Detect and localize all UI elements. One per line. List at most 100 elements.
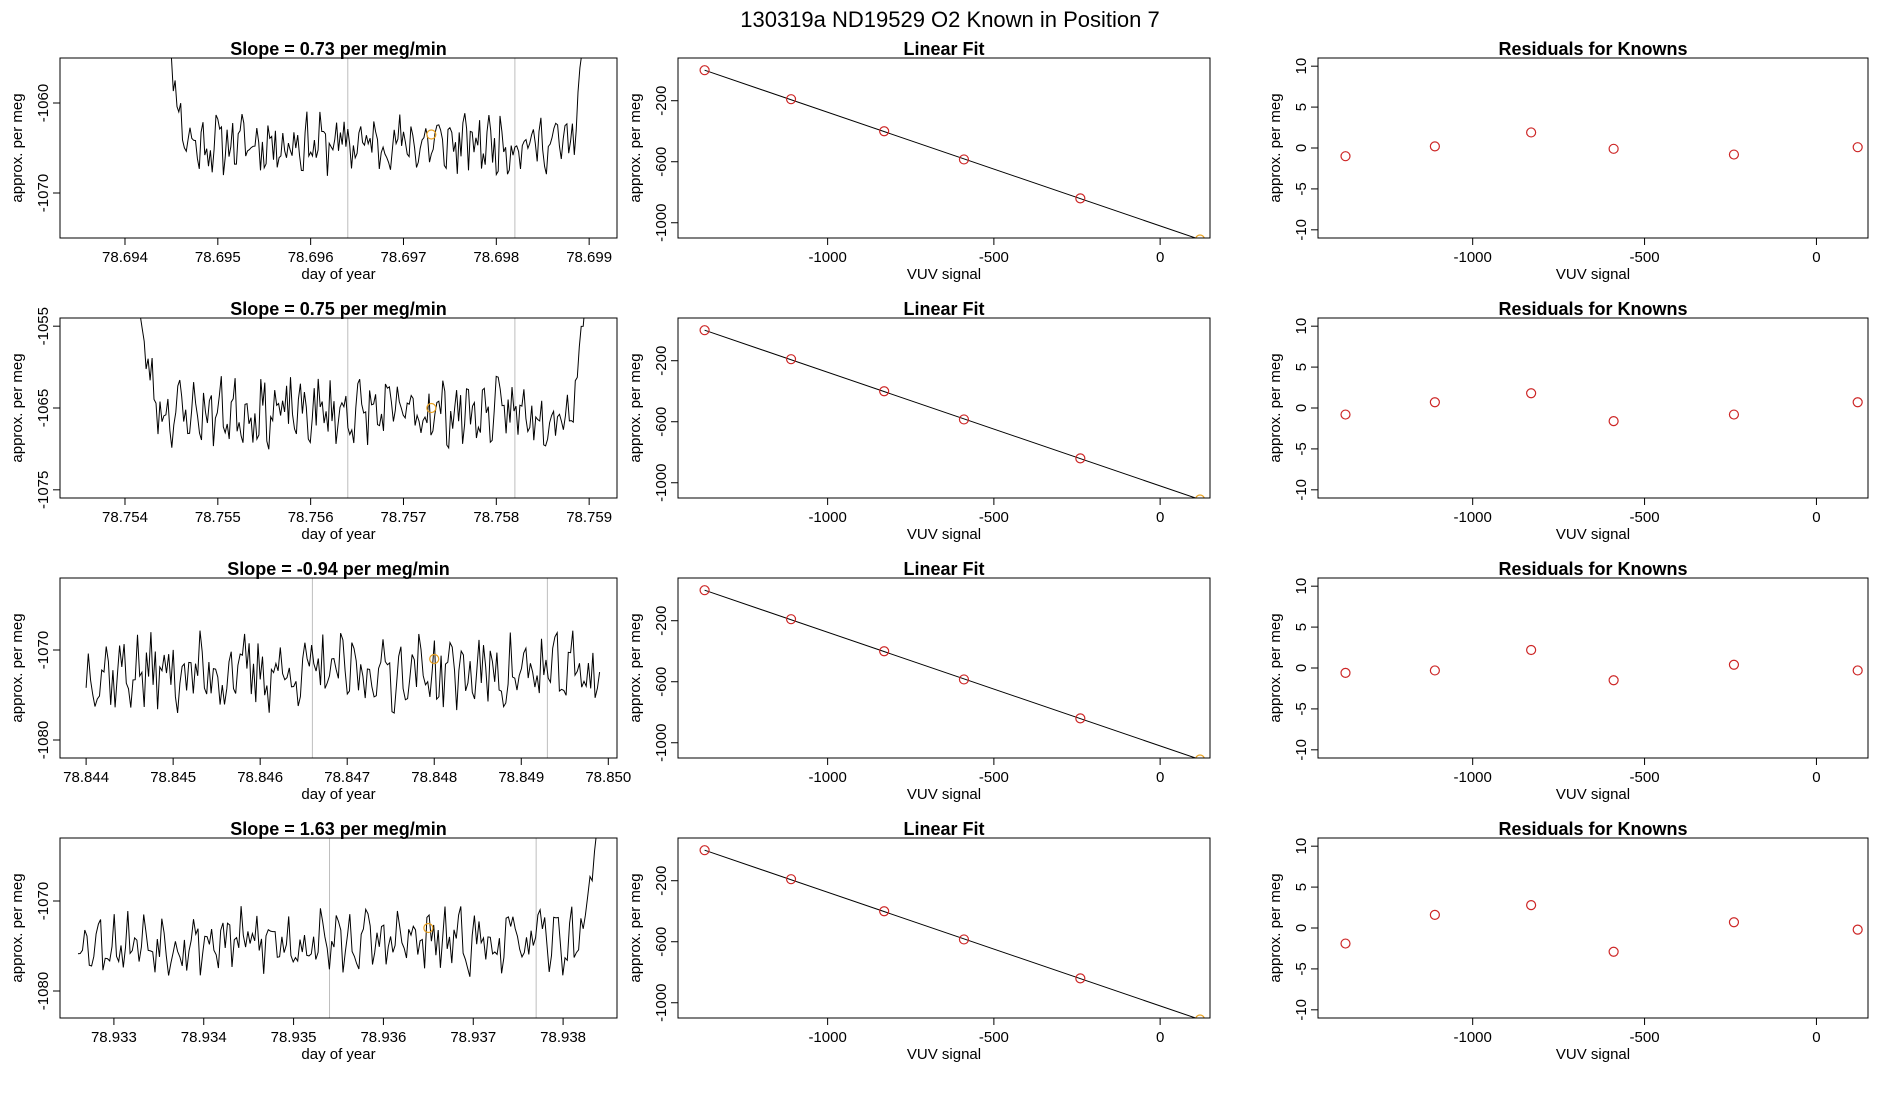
x-tick-label: -1000 [1454, 249, 1492, 266]
fit-data-point [1195, 754, 1205, 758]
chart-title: Residuals for Knowns [1498, 819, 1687, 839]
y-tick-label: 0 [1293, 144, 1310, 152]
x-tick-label: -500 [979, 769, 1009, 786]
x-tick-label: 78.847 [324, 769, 370, 786]
x-axis-label: VUV signal [1556, 786, 1630, 803]
fit-data-point [879, 126, 890, 137]
chart-panel-r1-c2: Residuals for Knowns -1000 -500 0 10 5 0 -5 -10 V… [1267, 299, 1869, 543]
residual-point [1340, 938, 1351, 949]
residual-point [1608, 675, 1619, 686]
residual-point [1526, 127, 1537, 138]
residual-point [1852, 142, 1863, 153]
x-tick-label: 78.845 [150, 769, 196, 786]
x-tick-label: -1000 [1454, 769, 1492, 786]
x-tick-label: 0 [1812, 769, 1820, 786]
y-tick-label: 10 [1293, 578, 1310, 595]
residual-point [1852, 397, 1863, 408]
x-tick-label: 78.759 [566, 509, 612, 526]
y-tick-label: -600 [653, 147, 670, 177]
y-axis-label: approx. per meg [1267, 873, 1284, 982]
x-axis-label: VUV signal [1556, 266, 1630, 283]
plot-area [85, 578, 601, 758]
y-tick-label: -1080 [35, 972, 52, 1010]
x-tick-label: 78.848 [411, 769, 457, 786]
plot-frame [59, 57, 618, 239]
y-axis-label: approx. per meg [9, 613, 26, 722]
x-tick-label: 78.934 [181, 1029, 227, 1046]
chart-title: Linear Fit [903, 819, 984, 839]
y-axis-label: approx. per meg [9, 873, 26, 982]
x-tick-label: 0 [1156, 249, 1164, 266]
y-tick-label: -600 [653, 407, 670, 437]
y-tick-label: -10 [1293, 479, 1310, 501]
x-tick-label: 78.756 [288, 509, 334, 526]
x-tick-label: 78.694 [102, 249, 148, 266]
residual-point [1852, 924, 1863, 935]
y-tick-label: -1060 [35, 84, 52, 122]
x-tick-label: -500 [1630, 509, 1660, 526]
y-tick-label: -5 [1293, 182, 1310, 195]
fit-data-point [699, 325, 710, 336]
data-series-line [140, 318, 585, 450]
chart-panel-r0-c0: Slope = 0.73 per meg/min 78.694 78.695 78.6… [9, 39, 618, 283]
y-tick-label: 5 [1293, 363, 1310, 371]
x-axis-label: day of year [301, 786, 375, 803]
y-axis-label: approx. per meg [627, 873, 644, 982]
x-tick-label: 78.846 [237, 769, 283, 786]
plot-frame [1317, 837, 1869, 1019]
residual-point [1429, 909, 1440, 921]
panels-container: Slope = 0.73 per meg/min 78.694 78.695 78.6… [9, 39, 1869, 1063]
fit-data-point [958, 674, 970, 685]
y-tick-label: -600 [653, 667, 670, 697]
data-series-line [85, 630, 601, 714]
plot-frame [1317, 57, 1869, 239]
x-tick-label: -1000 [1454, 1029, 1492, 1046]
y-tick-label: 10 [1293, 318, 1310, 335]
y-axis-label: approx. per meg [9, 93, 26, 202]
fit-line [704, 329, 1198, 498]
x-tick-label: 78.697 [381, 249, 427, 266]
x-tick-label: 78.937 [450, 1029, 496, 1046]
x-tick-label: 78.758 [473, 509, 519, 526]
fit-line [704, 849, 1198, 1018]
fit-data-point [785, 874, 797, 885]
fit-data-point [699, 585, 710, 596]
residual-point [1852, 665, 1863, 676]
y-tick-label: -1055 [35, 307, 52, 345]
x-tick-label: -1000 [808, 509, 846, 526]
residual-point [1340, 667, 1351, 679]
residual-point [1728, 409, 1740, 420]
fit-data-point [1075, 193, 1086, 204]
chart-panel-r0-c2: Residuals for Knowns -1000 -500 0 10 5 0 -5 -10 V… [1267, 39, 1869, 283]
x-tick-label: -500 [979, 249, 1009, 266]
chart-title: Slope = 0.73 per meg/min [230, 39, 447, 59]
plot-frame [59, 837, 618, 1019]
plot-area [1340, 899, 1863, 957]
plot-frame [677, 57, 1211, 239]
fit-data-point [1195, 1014, 1205, 1018]
y-axis-label: approx. per meg [1267, 353, 1284, 462]
x-tick-label: 78.754 [102, 509, 148, 526]
known-point-marker [429, 653, 440, 665]
chart-panel-r2-c0: Slope = -0.94 per meg/min 78.844 78.845 78.… [9, 559, 631, 803]
plot-frame [677, 577, 1211, 759]
y-tick-label: -200 [653, 606, 670, 636]
plot-frame [1317, 577, 1869, 759]
fit-data-point [958, 414, 970, 425]
chart-panel-r1-c1: Linear Fit -1000 -500 0 -200 -600 -1000 VUV sig… [627, 299, 1211, 543]
plot-area [77, 838, 597, 1018]
residual-point [1429, 397, 1440, 408]
plot-frame [59, 577, 618, 759]
y-tick-label: -1080 [35, 721, 52, 759]
x-axis-label: VUV signal [907, 1046, 981, 1063]
plot-area [699, 325, 1205, 498]
chart-title: Linear Fit [903, 39, 984, 59]
plot-area [140, 318, 585, 498]
residual-point [1728, 917, 1740, 928]
residual-point [1608, 946, 1619, 957]
x-tick-label: 78.936 [360, 1029, 406, 1046]
y-tick-label: -5 [1293, 442, 1310, 455]
y-tick-label: 0 [1293, 404, 1310, 412]
chart-title: Slope = 0.75 per meg/min [230, 299, 447, 319]
plot-frame [59, 317, 618, 499]
